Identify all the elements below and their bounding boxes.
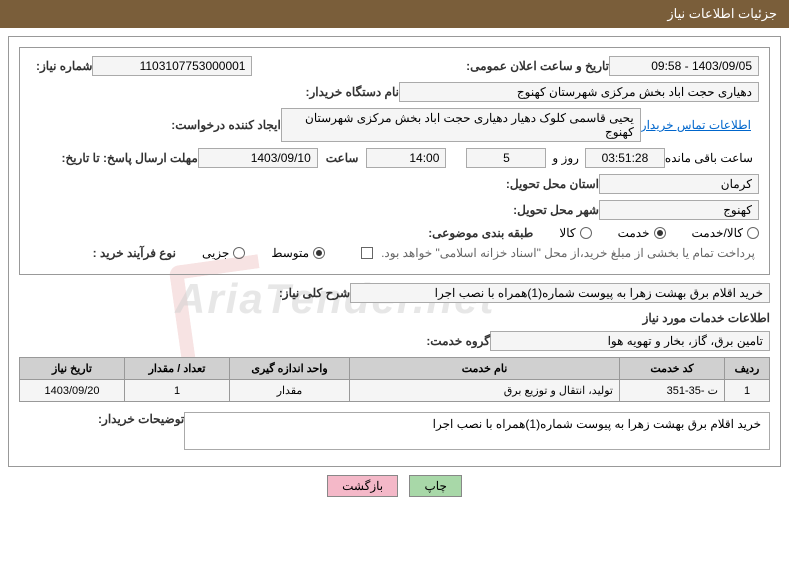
th-date: تاریخ نیاز	[20, 358, 125, 380]
category-label: طبقه بندی موضوعی:	[428, 226, 533, 240]
services-info-title: اطلاعات خدمات مورد نیاز	[19, 311, 770, 325]
service-group-label: گروه خدمت:	[426, 334, 490, 348]
radio-partial-label: جزیی	[202, 246, 229, 260]
time-label: ساعت	[326, 151, 359, 165]
radio-partial[interactable]	[233, 247, 245, 259]
th-qty: تعداد / مقدار	[125, 358, 230, 380]
service-group-field: تامین برق، گاز، بخار و تهویه هوا	[490, 331, 770, 351]
table-row: 1 ت -35-351 تولید، انتقال و توزیع برق مق…	[20, 380, 770, 402]
need-number-label: شماره نیاز:	[36, 59, 92, 73]
deadline-date-field: 1403/09/10	[198, 148, 318, 168]
purchase-type-label: نوع فرآیند خرید :	[93, 246, 176, 260]
radio-medium-label: متوسط	[271, 246, 309, 260]
th-row: ردیف	[725, 358, 770, 380]
need-number-field: 1103107753000001	[92, 56, 252, 76]
th-unit: واحد اندازه گیری	[230, 358, 350, 380]
buyer-notes-field: خرید اقلام برق بهشت زهرا به پیوست شماره(…	[184, 412, 770, 450]
td-unit: مقدار	[230, 380, 350, 402]
radio-service-label: خدمت	[618, 226, 650, 240]
td-name: تولید، انتقال و توزیع برق	[350, 380, 620, 402]
buyer-notes-label: توضیحات خریدار:	[98, 412, 184, 426]
td-date: 1403/09/20	[20, 380, 125, 402]
th-code: کد خدمت	[620, 358, 725, 380]
payment-checkbox[interactable]	[361, 247, 373, 259]
city-field: کهنوج	[599, 200, 759, 220]
form-box: شماره نیاز: 1103107753000001 تاریخ و ساع…	[19, 47, 770, 275]
deadline-label: مهلت ارسال پاسخ: تا تاریخ:	[88, 151, 198, 165]
td-code: ت -35-351	[620, 380, 725, 402]
payment-note: پرداخت تمام یا بخشی از مبلغ خرید،از محل …	[381, 246, 755, 260]
radio-medium[interactable]	[313, 247, 325, 259]
countdown-field: 03:51:28	[585, 148, 665, 168]
page-title: جزئیات اطلاعات نیاز	[0, 0, 789, 28]
announce-date-field: 1403/09/05 - 09:58	[609, 56, 759, 76]
back-button[interactable]: بازگشت	[327, 475, 398, 497]
services-table: ردیف کد خدمت نام خدمت واحد اندازه گیری ت…	[19, 357, 770, 402]
deadline-time-field: 14:00	[366, 148, 446, 168]
print-button[interactable]: چاپ	[409, 475, 461, 497]
need-desc-field: خرید اقلام برق بهشت زهرا به پیوست شماره(…	[350, 283, 770, 303]
main-container: شماره نیاز: 1103107753000001 تاریخ و ساع…	[8, 36, 781, 467]
radio-goods-service[interactable]	[747, 227, 759, 239]
radio-goods[interactable]	[580, 227, 592, 239]
province-label: استان محل تحویل:	[506, 177, 599, 191]
radio-goods-label: کالا	[559, 226, 575, 240]
requester-label: ایجاد کننده درخواست:	[171, 118, 281, 132]
days-field: 5	[466, 148, 546, 168]
need-desc-label: شرح کلی نیاز:	[279, 286, 350, 300]
radio-goods-service-label: کالا/خدمت	[692, 226, 743, 240]
buyer-label: نام دستگاه خریدار:	[306, 85, 400, 99]
contact-link[interactable]: اطلاعات تماس خریدار	[641, 118, 751, 132]
td-idx: 1	[725, 380, 770, 402]
td-qty: 1	[125, 380, 230, 402]
province-field: کرمان	[599, 174, 759, 194]
th-name: نام خدمت	[350, 358, 620, 380]
city-label: شهر محل تحویل:	[513, 203, 599, 217]
buyer-field: دهیاری حجت اباد بخش مرکزی شهرستان کهنوج	[399, 82, 759, 102]
radio-service[interactable]	[654, 227, 666, 239]
requester-field: یحیی قاسمی کلوک دهیار دهیاری حجت اباد بخ…	[281, 108, 641, 142]
days-and-label: روز و	[552, 151, 579, 165]
announce-date-label: تاریخ و ساعت اعلان عمومی:	[466, 59, 609, 73]
remaining-label: ساعت باقی مانده	[665, 151, 753, 165]
